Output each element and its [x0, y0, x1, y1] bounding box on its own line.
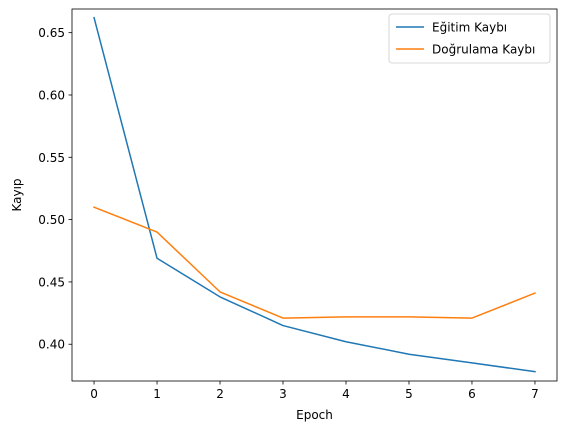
- x-axis-label: Epoch: [296, 408, 333, 422]
- x-tick-label: 1: [153, 387, 161, 401]
- y-tick-label: 0.40: [38, 338, 65, 352]
- y-axis-label: Kayıp: [10, 178, 24, 211]
- series-layer: [93, 16, 536, 373]
- series-line-egitim: [93, 16, 536, 373]
- legend: Eğitim Kaybı Doğrulama Kaybı: [388, 13, 551, 64]
- series-line-dogrulama: [93, 206, 536, 319]
- legend-box: [388, 13, 551, 64]
- y-tick-label: 0.45: [38, 275, 65, 289]
- x-tick-label: 7: [531, 387, 539, 401]
- y-axis: 0.40 0.45 0.50 0.55 0.60 0.65: [38, 26, 72, 352]
- y-tick-label: 0.55: [38, 151, 65, 165]
- x-axis: 0 1 2 3 4 5 6 7: [90, 381, 539, 401]
- x-tick-label: 4: [342, 387, 350, 401]
- legend-label-dogrulama: Doğrulama Kaybı: [432, 43, 535, 57]
- x-tick-label: 5: [405, 387, 413, 401]
- y-tick-label: 0.65: [38, 26, 65, 40]
- legend-label-egitim: Eğitim Kaybı: [432, 21, 507, 35]
- x-tick-label: 6: [468, 387, 476, 401]
- x-tick-label: 0: [90, 387, 98, 401]
- y-tick-label: 0.50: [38, 213, 65, 227]
- y-tick-label: 0.60: [38, 88, 65, 102]
- x-tick-label: 2: [216, 387, 224, 401]
- plot-frame: [71, 8, 558, 382]
- x-tick-label: 3: [279, 387, 287, 401]
